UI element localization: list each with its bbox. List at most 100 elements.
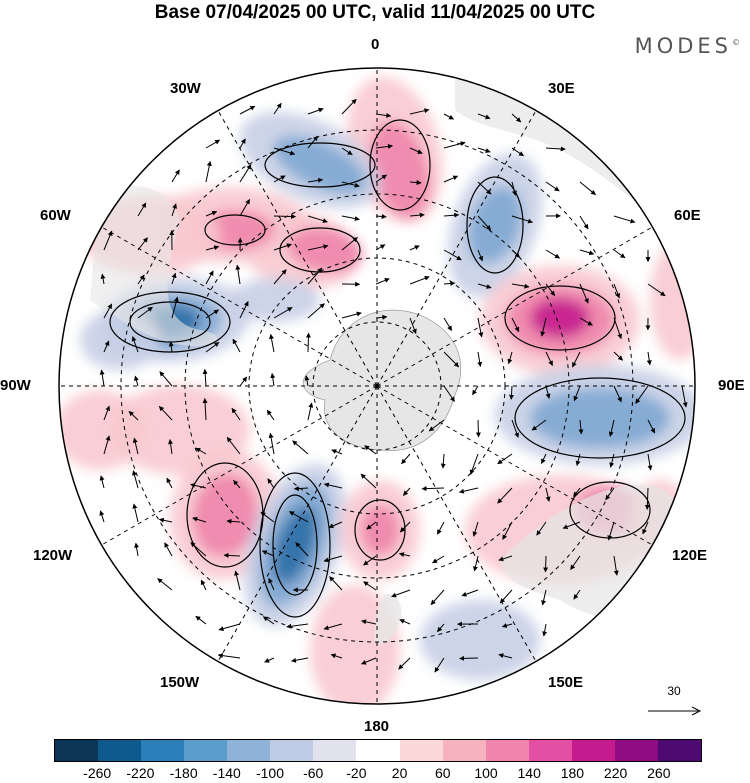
colorbar-tick-label: -220 [126, 765, 155, 781]
wind-arrow [307, 402, 314, 421]
wind-arrow [273, 269, 287, 285]
contour-line [264, 142, 376, 188]
meridian-line [217, 110, 378, 387]
wind-arrow [260, 511, 275, 523]
anomaly-blob [530, 388, 670, 448]
wind-arrow [168, 439, 174, 455]
wind-arrow [502, 521, 513, 540]
wind-arrow [647, 283, 666, 297]
wind-arrow [461, 589, 479, 597]
contour-line [109, 291, 231, 353]
modes-logo: MODES© [635, 34, 740, 58]
wind-arrow [270, 372, 276, 387]
wind-arrow [330, 653, 343, 659]
wind-arrow [363, 581, 377, 591]
wind-arrow [137, 202, 147, 217]
wind-arrow [103, 303, 113, 319]
colorbar-segment [356, 740, 400, 761]
colorbar-segment [98, 740, 142, 761]
wind-arrow [436, 521, 445, 535]
wind-arrow [579, 249, 595, 256]
wind-arrow [360, 473, 377, 489]
anomaly-blob [230, 278, 320, 322]
wind-arrow [443, 317, 453, 331]
wind-arrow [264, 657, 275, 663]
wind-arrow [304, 375, 310, 387]
wind-arrow [205, 309, 219, 319]
colorbar-segment [442, 740, 486, 761]
wind-arrow [401, 453, 411, 465]
colorbar-tick-label: 20 [391, 765, 408, 781]
wind-arrow [498, 555, 513, 562]
wind-arrow [609, 453, 615, 468]
wind-arrow [572, 351, 581, 368]
wind-arrow [579, 181, 596, 196]
wind-arrow [531, 419, 547, 431]
chart-title: Base 07/04/2025 00 UTC, valid 11/04/2025… [154, 2, 596, 23]
wind-arrow [409, 180, 422, 186]
colorbar-tick-label: 140 [517, 765, 541, 781]
colorbar-segment [227, 740, 271, 761]
anomaly-blob [287, 227, 363, 273]
wind-arrow [226, 518, 241, 524]
wind-arrow [137, 306, 153, 319]
wind-arrow [543, 555, 549, 573]
lon-label-120e: 120E [672, 547, 708, 564]
wind-arrow [158, 405, 173, 421]
wind-arrow [364, 445, 377, 455]
wind-arrow [646, 351, 652, 366]
wind-arrow [168, 341, 174, 353]
wind-arrow [273, 102, 282, 115]
wind-arrow [498, 653, 513, 659]
wind-arrow [341, 236, 358, 251]
wind-arrow [171, 169, 180, 183]
wind-arrow [239, 376, 248, 387]
wind-arrow [205, 210, 218, 217]
wind-arrow [231, 407, 241, 421]
colorbar-tick-label: 60 [435, 765, 451, 781]
wind-arrow [190, 482, 207, 489]
wind-arrow [432, 555, 445, 564]
wind-arrow [171, 296, 179, 319]
wind-arrow [239, 164, 252, 183]
wind-arrow [443, 249, 462, 261]
colorbar-segment [399, 740, 443, 761]
wind-arrow [511, 147, 525, 157]
wind-arrow [399, 521, 411, 533]
africa [455, 78, 695, 260]
wind-arrow [644, 487, 650, 510]
wind-arrow [398, 657, 411, 670]
wind-arrow [635, 385, 649, 404]
wind-arrow [443, 212, 460, 218]
lon-label-30e: 30E [548, 80, 575, 97]
wind-arrow [542, 623, 548, 637]
wind-arrow [218, 623, 241, 632]
wind-arrow [573, 385, 581, 402]
colorbar-segment [657, 740, 701, 761]
contour-line [504, 285, 616, 351]
wind-arrow [295, 542, 309, 557]
wind-arrow [545, 351, 553, 366]
wind-arrow [477, 283, 492, 289]
wind-arrow [613, 385, 622, 403]
wind-arrow [421, 486, 445, 492]
wind-arrow [579, 215, 589, 230]
anomaly-blob [530, 298, 590, 338]
wind-arrow [103, 340, 110, 353]
lon-label-90w: 90W [0, 377, 31, 394]
wind-arrow [341, 181, 360, 188]
wind-arrow [409, 212, 425, 218]
wind-arrow [273, 243, 292, 251]
wind-arrow [366, 521, 377, 530]
anomaly-blob [273, 506, 317, 584]
wind-arrow [233, 479, 241, 489]
wind-arrow [292, 440, 309, 455]
wind-arrow [579, 317, 593, 326]
wind-arrow [409, 108, 430, 115]
colorbar-tick-label: -100 [255, 765, 285, 781]
colorbar [54, 739, 702, 762]
wind-arrow [293, 486, 309, 492]
wind-arrow [100, 273, 106, 285]
colorbar-segment [614, 740, 658, 761]
wind-arrow [375, 174, 387, 183]
